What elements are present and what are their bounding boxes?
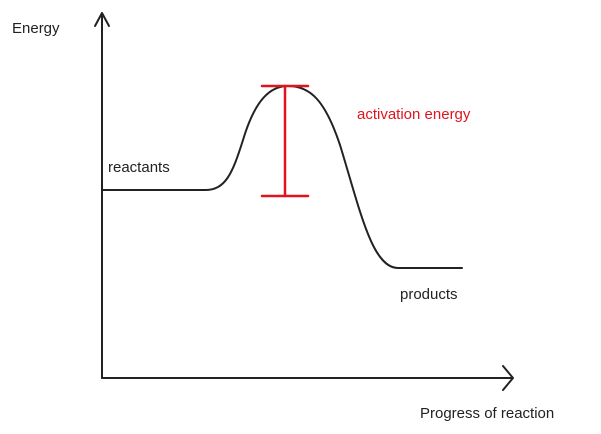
x-axis-label: Progress of reaction — [420, 405, 554, 422]
products-label: products — [400, 286, 458, 303]
y-axis-arrow — [94, 12, 110, 27]
reactants-label: reactants — [108, 159, 170, 176]
activation-energy-label: activation energy — [357, 106, 471, 123]
x-axis-arrow — [502, 365, 514, 391]
y-axis-label: Energy — [12, 20, 60, 37]
